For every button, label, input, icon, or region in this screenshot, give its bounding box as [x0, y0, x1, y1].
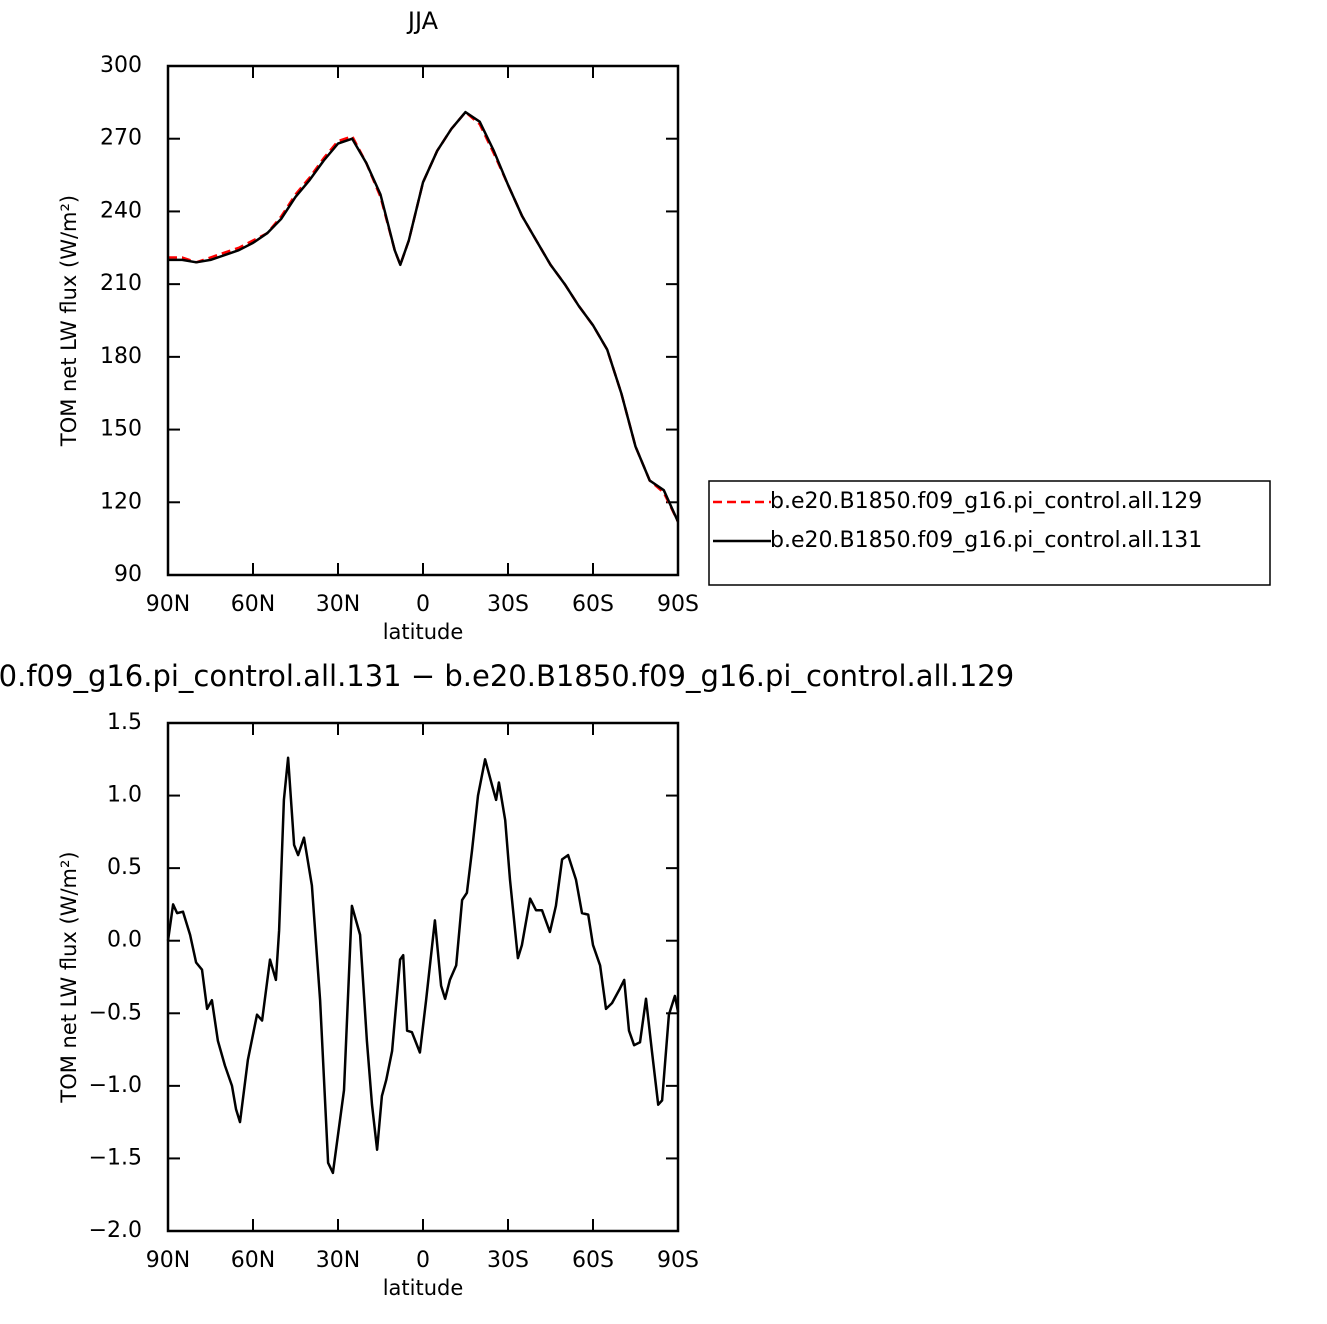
x-tick-label: 90N — [146, 1248, 190, 1273]
chart-title: b.e20.B1850.f09_g16.pi_control.all.131 −… — [0, 659, 1014, 693]
series-line — [166, 756, 680, 1175]
plot-frame — [166, 64, 680, 577]
y-tick-label: 150 — [100, 417, 142, 442]
x-tick-label: 90S — [657, 592, 699, 617]
x-tick-label: 90S — [657, 1248, 699, 1273]
x-tick-label: 60S — [572, 1248, 614, 1273]
legend-box — [708, 480, 1271, 586]
x-tick-label: 30S — [487, 1248, 529, 1273]
x-tick-label: 60N — [231, 592, 275, 617]
legend-label: b.e20.B1850.f09_g16.pi_control.all.129 — [770, 489, 1202, 514]
x-tick-label: 90N — [146, 592, 190, 617]
y-axis-label: TOM net LW flux (W/m²) — [57, 851, 81, 1103]
x-tick-label: 0 — [416, 1248, 430, 1273]
y-tick-label: 270 — [100, 126, 142, 151]
y-tick-label: 1.0 — [107, 783, 142, 808]
y-axis-label: TOM net LW flux (W/m²) — [57, 195, 81, 447]
x-tick-label: 60N — [231, 1248, 275, 1273]
legend-label: b.e20.B1850.f09_g16.pi_control.all.131 — [770, 528, 1202, 553]
y-tick-label: 0.0 — [107, 928, 142, 953]
y-tick-label: 90 — [114, 562, 142, 587]
y-tick-label: −2.0 — [89, 1218, 142, 1243]
x-tick-label: 30N — [316, 1248, 360, 1273]
y-tick-label: 240 — [100, 198, 142, 223]
series-line — [168, 110, 680, 523]
y-tick-label: −1.0 — [89, 1073, 142, 1098]
x-tick-label: 60S — [572, 592, 614, 617]
y-tick-label: 210 — [100, 271, 142, 296]
x-axis-label: latitude — [383, 620, 464, 644]
y-tick-label: 120 — [100, 489, 142, 514]
x-tick-label: 30N — [316, 592, 360, 617]
x-tick-label: 30S — [487, 592, 529, 617]
y-tick-label: −0.5 — [89, 1000, 142, 1025]
y-tick-label: 1.5 — [107, 710, 142, 735]
plot-frame — [166, 721, 680, 1233]
series-line — [168, 110, 680, 523]
y-tick-label: −1.5 — [89, 1145, 142, 1170]
x-tick-label: 0 — [416, 592, 430, 617]
y-tick-label: 0.5 — [107, 855, 142, 880]
y-tick-label: 180 — [100, 344, 142, 369]
y-tick-label: 300 — [100, 53, 142, 78]
chart-title: JJA — [406, 7, 439, 35]
x-axis-label: latitude — [383, 1276, 464, 1300]
